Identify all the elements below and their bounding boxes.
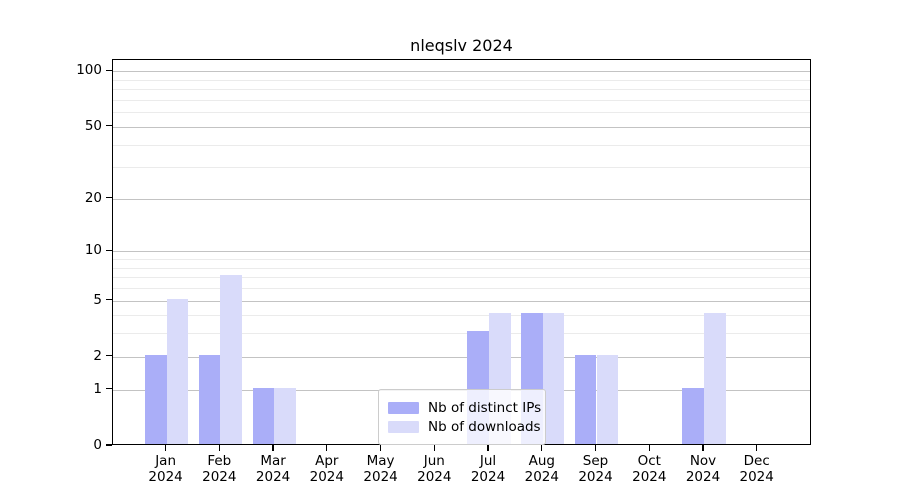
bar-distinct-ips xyxy=(198,354,221,444)
y-tick-label: 2 xyxy=(93,347,102,364)
chart-title: nleqslv 2024 xyxy=(410,36,513,55)
major-gridline xyxy=(113,356,810,358)
bar-downloads xyxy=(596,354,619,444)
bar-distinct-ips xyxy=(682,387,704,444)
x-tick-label: Apr 2024 xyxy=(309,453,344,485)
bar-distinct-ips xyxy=(252,387,275,444)
x-tick-mark xyxy=(326,445,328,451)
x-tick-mark xyxy=(272,445,274,451)
x-tick-mark xyxy=(648,445,650,451)
bar-downloads xyxy=(166,298,189,444)
y-tick-mark xyxy=(106,249,112,251)
minor-gridline xyxy=(113,167,810,169)
y-tick-label: 20 xyxy=(84,189,102,206)
bar-distinct-ips xyxy=(574,354,597,444)
plot-area xyxy=(112,59,811,445)
major-gridline xyxy=(113,300,810,302)
x-tick-label: Aug 2024 xyxy=(524,453,559,485)
x-tick-label: Feb 2024 xyxy=(202,453,237,485)
legend-item-distinct-ips: Nb of distinct IPs xyxy=(388,399,541,416)
y-tick-label: 50 xyxy=(84,117,102,134)
x-tick-label: Jan 2024 xyxy=(148,453,183,485)
x-tick-mark xyxy=(218,445,220,451)
x-tick-label: Oct 2024 xyxy=(632,453,667,485)
bar-downloads xyxy=(704,313,726,444)
legend-item-downloads: Nb of downloads xyxy=(388,418,541,435)
minor-gridline xyxy=(113,79,810,81)
minor-gridline xyxy=(113,315,810,317)
y-tick-label: 1 xyxy=(93,380,102,397)
y-tick-mark xyxy=(106,355,112,357)
y-tick-mark xyxy=(106,388,112,390)
major-gridline xyxy=(113,126,810,128)
x-tick-label: Nov 2024 xyxy=(685,453,721,485)
minor-gridline xyxy=(113,112,810,114)
y-tick-mark xyxy=(106,298,112,301)
major-gridline xyxy=(113,71,810,73)
legend-label-downloads: Nb of downloads xyxy=(428,418,541,435)
y-tick-label: 5 xyxy=(93,291,102,308)
x-tick-label: May 2024 xyxy=(363,453,398,485)
legend-swatch xyxy=(388,401,419,414)
x-tick-mark xyxy=(702,445,704,451)
x-tick-label: Mar 2024 xyxy=(255,453,291,485)
y-tick-mark xyxy=(106,69,112,71)
minor-gridline xyxy=(113,333,810,335)
x-tick-mark xyxy=(594,445,597,451)
minor-gridline xyxy=(113,89,810,91)
bar-downloads xyxy=(274,387,296,444)
legend-swatch xyxy=(388,420,419,433)
x-tick-mark xyxy=(433,445,435,451)
y-tick-label: 100 xyxy=(76,62,102,79)
major-gridline xyxy=(113,198,810,200)
bar-downloads xyxy=(542,313,565,444)
x-tick-mark xyxy=(756,445,758,451)
minor-gridline xyxy=(113,277,810,279)
minor-gridline xyxy=(113,288,810,289)
y-tick-mark xyxy=(106,197,112,199)
x-tick-mark xyxy=(487,445,489,451)
x-tick-mark xyxy=(164,445,167,451)
x-tick-label: Jun 2024 xyxy=(417,453,452,485)
y-tick-label: 0 xyxy=(93,437,102,453)
x-tick-label: Dec 2024 xyxy=(739,453,774,485)
y-tick-mark xyxy=(106,444,112,446)
x-tick-mark xyxy=(379,445,382,451)
minor-gridline xyxy=(113,267,810,269)
x-tick-mark xyxy=(541,445,543,451)
legend: Nb of distinct IPs Nb of downloads xyxy=(378,389,546,445)
y-tick-mark xyxy=(106,125,112,127)
major-gridline xyxy=(113,251,810,253)
minor-gridline xyxy=(113,99,810,101)
bar-distinct-ips xyxy=(145,354,167,444)
y-tick-label: 10 xyxy=(84,242,102,259)
minor-gridline xyxy=(113,144,810,146)
x-tick-label: Jul 2024 xyxy=(470,453,506,485)
minor-gridline xyxy=(113,259,810,260)
legend-label-distinct-ips: Nb of distinct IPs xyxy=(428,399,542,416)
x-tick-label: Sep 2024 xyxy=(578,453,613,485)
bar-downloads xyxy=(220,275,242,444)
